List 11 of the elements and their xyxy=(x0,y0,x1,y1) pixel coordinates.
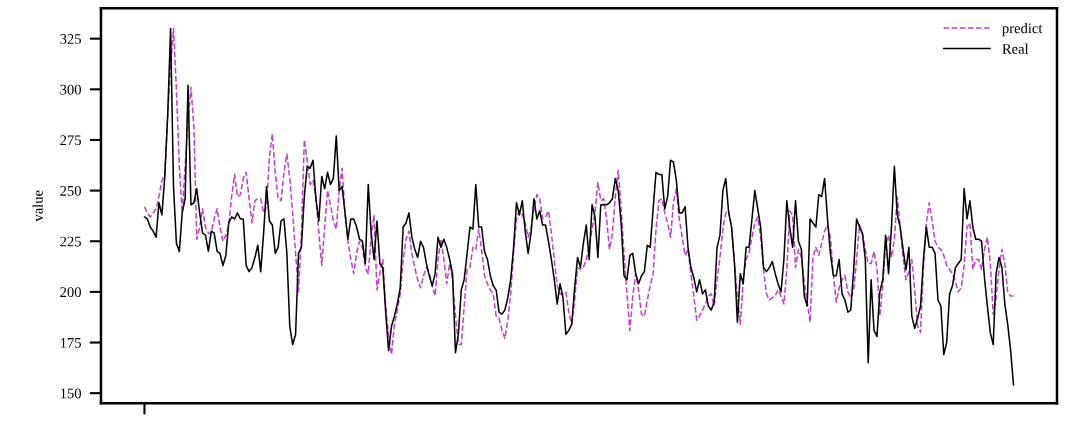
y-tick-label: 275 xyxy=(60,135,81,146)
y-axis-title: value xyxy=(32,190,43,222)
y-tick-label: 250 xyxy=(60,185,81,196)
legend-label: Real xyxy=(1002,43,1029,54)
y-tick-label: 300 xyxy=(60,84,81,95)
y-tick-label: 150 xyxy=(60,388,81,399)
y-tick-label: 175 xyxy=(60,337,81,348)
y-tick-label: 200 xyxy=(60,287,81,298)
y-tick-label: 225 xyxy=(60,236,81,247)
y-tick-label: 325 xyxy=(60,34,81,44)
legend-label: predict xyxy=(1002,22,1043,37)
